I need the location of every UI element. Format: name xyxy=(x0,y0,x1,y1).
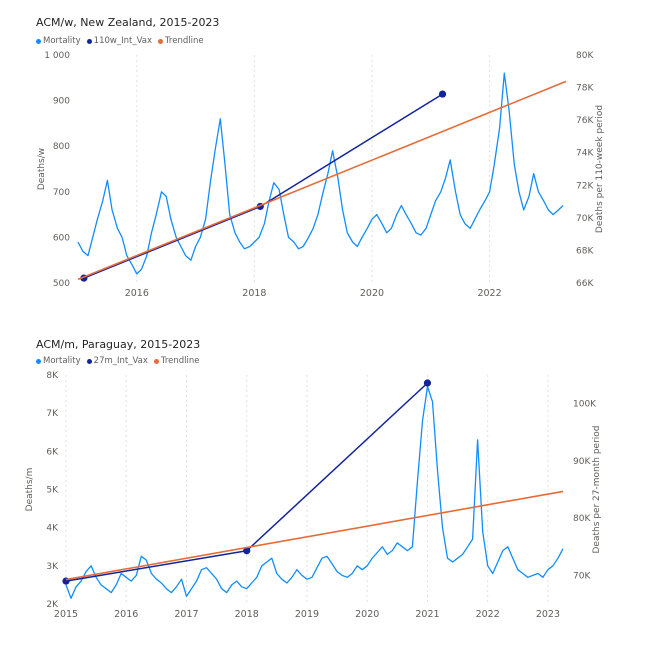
y2-tick-label: 66K xyxy=(576,279,594,289)
x-tick-label: 2021 xyxy=(415,609,439,620)
series-line-110w-int-vax xyxy=(83,93,443,279)
x-tick-label: 2019 xyxy=(295,609,319,620)
x-tick-label: 2017 xyxy=(174,609,198,620)
x-tick-label: 2020 xyxy=(355,609,379,620)
y2-tick-label: 72K xyxy=(576,181,594,191)
y-tick-label: 6K xyxy=(46,447,59,457)
chart-panel-paraguay: ACM/m, Paraguay, 2015-2023 Mortality 27m… xyxy=(0,320,647,650)
data-point xyxy=(423,379,432,387)
y2-axis-title: Deaths per 27-month period xyxy=(592,425,602,553)
y-axis-title: Deaths/m xyxy=(25,468,35,512)
x-tick-label: 2016 xyxy=(114,609,138,620)
x-tick-label: 2023 xyxy=(536,609,560,620)
y-axis-title: Deaths/w xyxy=(37,148,47,190)
legend-item-int-vax[interactable]: 27m_Int_Vax xyxy=(86,356,148,366)
y2-axis-title: Deaths per 110-week period xyxy=(595,105,605,233)
y-tick-label: 600 xyxy=(53,233,70,243)
legend-item-trendline[interactable]: Trendline xyxy=(157,36,204,46)
y2-tick-label: 100K xyxy=(573,400,597,410)
x-tick-label: 2015 xyxy=(54,609,78,620)
chart-legend: Mortality 27m_Int_Vax Trendline xyxy=(36,356,200,366)
legend-label: Mortality xyxy=(43,356,81,366)
chart-title: ACM/m, Paraguay, 2015-2023 xyxy=(36,338,201,351)
legend-dot-icon xyxy=(157,38,163,44)
series-line-mortality xyxy=(77,72,564,275)
legend-label: Trendline xyxy=(160,356,200,366)
chart-nz: 500 600 700 800 900 1 000 66K 68K 70K 72K 74K 76K 78… xyxy=(37,51,605,299)
legend-item-mortality[interactable]: Mortality xyxy=(36,36,81,46)
y-tick-label: 500 xyxy=(53,279,70,289)
x-tick-label: 2018 xyxy=(242,288,266,299)
data-point xyxy=(438,90,447,98)
x-tick-label: 2022 xyxy=(476,609,500,620)
series-line-trendline xyxy=(77,80,567,281)
legend-item-int-vax[interactable]: 110w_Int_Vax xyxy=(86,36,152,46)
y-tick-label: 5K xyxy=(46,486,59,496)
y2-tick-label: 76K xyxy=(576,116,594,126)
y-tick-label: 2K xyxy=(46,600,59,610)
legend-item-mortality[interactable]: Mortality xyxy=(36,356,81,366)
legend-label: 110w_Int_Vax xyxy=(93,36,152,46)
y2-tick-label: 70K xyxy=(573,571,591,581)
legend-dot-icon xyxy=(86,358,92,364)
y-tick-label: 900 xyxy=(53,97,70,107)
x-tick-label: 2022 xyxy=(477,288,501,299)
legend-dot-icon xyxy=(153,358,159,364)
series-line-trendline xyxy=(65,490,564,581)
y-tick-label: 7K xyxy=(46,409,59,419)
legend-label: Mortality xyxy=(43,36,81,46)
chart-legend: Mortality 110w_Int_Vax Trendline xyxy=(36,36,204,46)
legend-dot-icon xyxy=(36,358,41,364)
y2-tick-label: 74K xyxy=(576,149,594,159)
x-tick-label: 2020 xyxy=(360,288,384,299)
y-tick-label: 800 xyxy=(53,142,70,152)
y-tick-label: 4K xyxy=(46,524,59,534)
y2-tick-label: 70K xyxy=(576,214,594,224)
y-tick-label: 700 xyxy=(53,188,70,198)
legend-item-trendline[interactable]: Trendline xyxy=(153,356,200,366)
x-tick-label: 2018 xyxy=(235,609,259,620)
legend-dot-icon xyxy=(86,38,92,44)
x-tick-label: 2016 xyxy=(125,288,149,299)
y2-tick-label: 78K xyxy=(576,84,594,94)
y2-tick-label: 80K xyxy=(576,51,594,61)
y-tick-label: 8K xyxy=(46,371,59,381)
chart-paraguay: 2K 3K 4K 5K 6K 7K 8K 70K 80K 90K 100K 2015 2016 2017 2… xyxy=(25,371,602,620)
legend-dot-icon xyxy=(36,38,41,44)
legend-label: Trendline xyxy=(164,36,204,46)
chart-panel-new-zealand: ACM/w, New Zealand, 2015-2023 Mortality … xyxy=(0,0,647,320)
y-tick-label: 1 000 xyxy=(44,51,70,61)
data-point xyxy=(243,547,251,555)
y-tick-label: 3K xyxy=(46,562,59,572)
y2-tick-label: 68K xyxy=(576,246,594,256)
chart-title: ACM/w, New Zealand, 2015-2023 xyxy=(36,16,220,29)
y2-tick-label: 90K xyxy=(573,457,591,467)
y2-tick-label: 80K xyxy=(573,514,591,524)
legend-label: 27m_Int_Vax xyxy=(93,356,148,366)
